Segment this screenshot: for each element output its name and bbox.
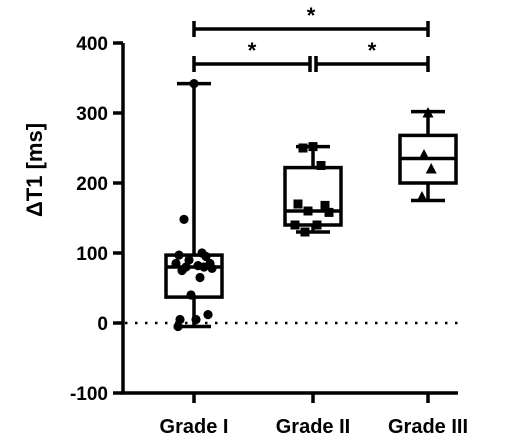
data-point-circle (203, 310, 213, 320)
data-point-square (303, 206, 313, 216)
data-point-circle (191, 314, 201, 325)
box-grade-iii (398, 109, 458, 203)
significance-bracket: * (192, 3, 430, 37)
data-point-circle (175, 314, 185, 325)
data-point-circle (177, 265, 187, 276)
data-point-square (312, 220, 322, 230)
data-point-square (316, 161, 326, 170)
data-point-circle (173, 321, 183, 332)
significance-label: * (248, 38, 257, 63)
y-axis-title: ΔT1 [ms] (22, 123, 47, 217)
data-point-circle (207, 263, 217, 273)
significance-label: * (307, 3, 316, 28)
x-category-label: Grade III (388, 416, 468, 438)
box-grade-i (164, 81, 224, 329)
data-point-triangle (425, 163, 437, 174)
x-category-label: Grade I (160, 416, 229, 438)
data-point-square (298, 143, 308, 153)
y-tick-label: 300 (76, 104, 108, 125)
data-point-circle (184, 255, 194, 265)
data-point-square (308, 142, 318, 152)
data-point-circle (186, 290, 196, 300)
y-tick-label: 200 (76, 174, 108, 195)
significance-bracket: * (192, 38, 312, 72)
data-point-square (300, 227, 310, 237)
data-point-triangle (416, 191, 428, 202)
data-point-triangle (418, 149, 430, 160)
data-point-circle (179, 214, 189, 224)
data-point-triangle (422, 107, 434, 118)
significance-label: * (368, 38, 377, 63)
data-point-circle (199, 262, 209, 272)
data-point-square (290, 220, 300, 230)
data-point-circle (171, 258, 181, 269)
y-tick-label: 0 (97, 314, 108, 335)
x-category-label: Grade II (276, 416, 350, 438)
data-point-circle (189, 79, 199, 89)
data-point-circle (195, 272, 205, 283)
data-point-circle (201, 251, 211, 262)
data-point-circle (174, 250, 184, 260)
y-tick-label: 100 (76, 244, 108, 265)
significance-bracket: * (314, 38, 430, 72)
y-tick-label: 400 (76, 34, 108, 55)
data-point-square (293, 199, 303, 209)
data-point-square (320, 200, 330, 210)
y-tick-label: -100 (70, 384, 108, 405)
data-point-square (324, 207, 334, 217)
box-grade-ii (283, 144, 343, 234)
